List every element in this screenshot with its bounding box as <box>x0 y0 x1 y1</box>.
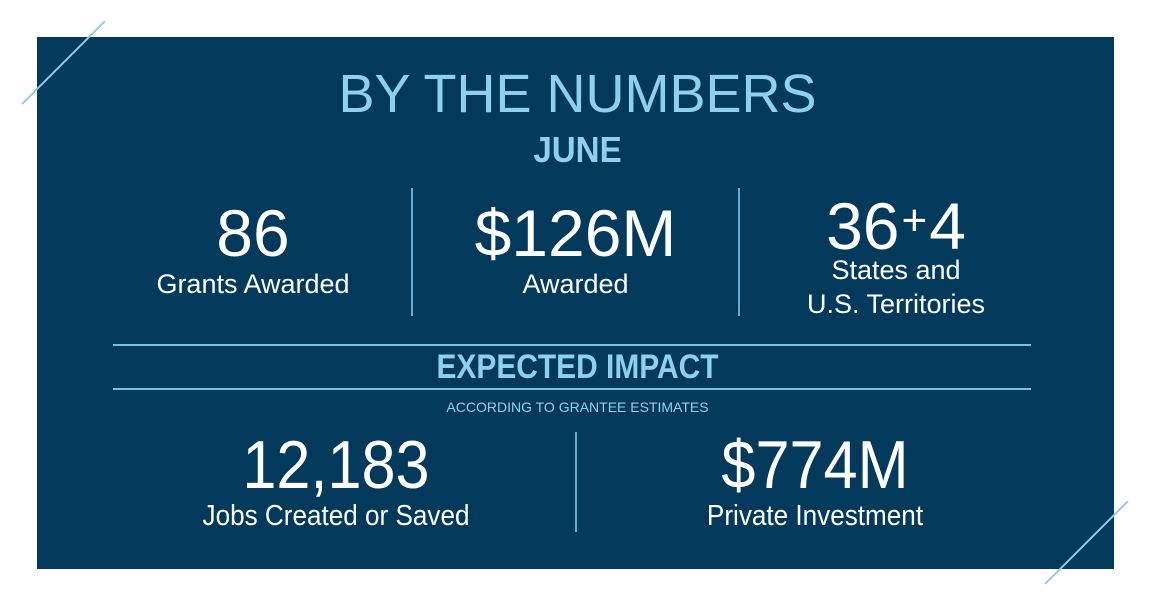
jobs-count: 12,183 <box>242 427 430 503</box>
states-count-main: 36 <box>826 189 900 263</box>
grants-count: 86 <box>216 196 290 270</box>
divider-bottom <box>113 388 1031 390</box>
states-count: 36+4 <box>739 186 1053 261</box>
page-title: BY THE NUMBERS <box>338 64 817 124</box>
awarded-amount: $126M <box>474 196 677 270</box>
impact-subheading: ACCORDING TO GRANTEE ESTIMATES <box>446 399 709 415</box>
territories-count: 4 <box>929 189 966 263</box>
period-label: JUNE <box>533 129 622 170</box>
divider <box>738 188 740 316</box>
states-label-line2: U.S. Territories <box>806 289 986 319</box>
impact-heading: EXPECTED IMPACT <box>436 348 719 386</box>
divider <box>411 188 413 316</box>
states-label-line1: States and <box>831 255 961 285</box>
divider-top <box>113 344 1031 346</box>
divider <box>575 432 577 532</box>
investment-amount: $774M <box>721 427 909 503</box>
jobs-label: Jobs Created or Saved <box>202 500 470 532</box>
awarded-label: Awarded <box>522 269 629 299</box>
plus-sign: + <box>901 196 928 245</box>
investment-label: Private Investment <box>706 500 924 532</box>
grants-label: Grants Awarded <box>156 269 350 299</box>
